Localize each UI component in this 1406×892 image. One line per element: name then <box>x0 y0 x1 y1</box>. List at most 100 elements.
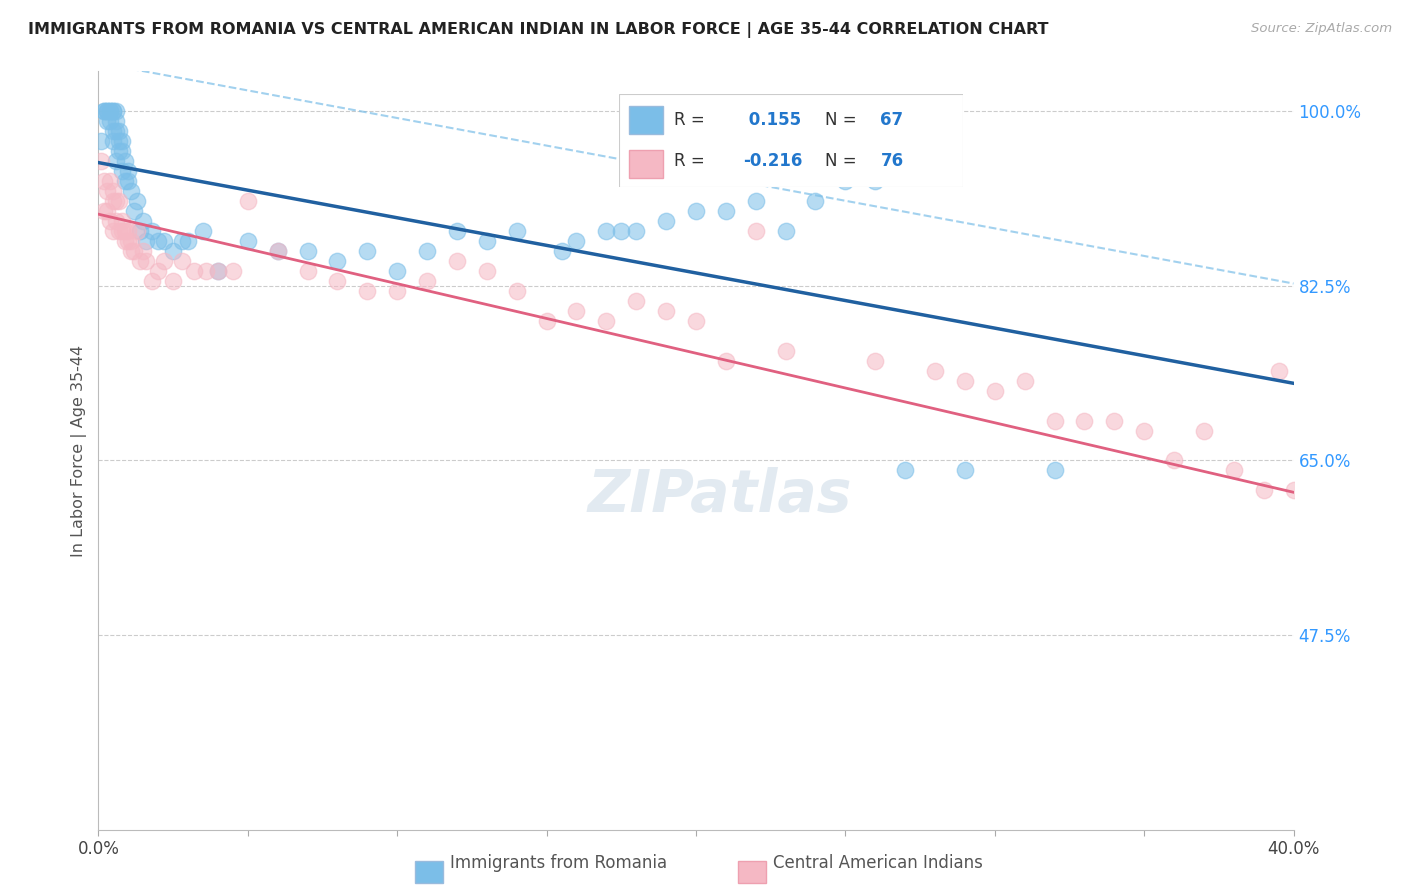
Point <box>90 154 112 169</box>
Point <box>714 353 737 368</box>
Point <box>1014 374 1036 388</box>
Point <box>105 154 128 169</box>
Point <box>236 234 259 248</box>
Point <box>834 174 856 188</box>
Point <box>267 244 290 258</box>
Point <box>222 264 245 278</box>
Point <box>297 244 319 258</box>
Point <box>356 244 378 258</box>
Point <box>924 364 946 378</box>
Point <box>135 254 157 268</box>
Point <box>120 184 142 198</box>
Point <box>111 224 134 238</box>
Point <box>117 164 139 178</box>
Y-axis label: In Labor Force | Age 35-44: In Labor Force | Age 35-44 <box>72 344 87 557</box>
Point <box>132 214 155 228</box>
Point <box>111 214 134 228</box>
Point <box>550 244 572 258</box>
Point <box>1267 364 1289 378</box>
Point <box>685 204 707 219</box>
Text: Central American Indians: Central American Indians <box>773 855 983 872</box>
Point <box>117 234 139 248</box>
Point <box>135 234 157 248</box>
Text: R =: R = <box>673 153 704 170</box>
Point <box>103 104 125 119</box>
Point <box>536 314 558 328</box>
Point <box>108 194 131 208</box>
Text: N =: N = <box>825 111 856 128</box>
Point <box>117 174 139 188</box>
Text: Immigrants from Romania: Immigrants from Romania <box>450 855 666 872</box>
Point <box>108 144 131 158</box>
Point <box>953 374 976 388</box>
Point <box>98 214 122 228</box>
Point <box>236 194 259 208</box>
Point <box>98 104 122 119</box>
Point <box>446 254 468 268</box>
Point <box>108 124 131 138</box>
Point <box>191 224 214 238</box>
Point <box>162 274 184 288</box>
Point <box>177 234 200 248</box>
Point <box>565 303 588 318</box>
Point <box>103 104 125 119</box>
Point <box>356 284 378 298</box>
Point <box>714 204 737 219</box>
Point <box>595 224 617 238</box>
Point <box>446 224 468 238</box>
Point <box>775 224 797 238</box>
Point <box>103 134 125 148</box>
Point <box>120 234 142 248</box>
Point <box>103 194 125 208</box>
Point <box>1043 463 1066 477</box>
Text: 67: 67 <box>880 111 904 128</box>
Point <box>416 274 439 288</box>
Point <box>804 194 827 208</box>
Text: N =: N = <box>825 153 856 170</box>
Point <box>1104 413 1126 427</box>
Point <box>98 104 122 119</box>
Point <box>93 174 115 188</box>
Point <box>207 264 229 278</box>
Point <box>1073 413 1095 427</box>
Point <box>475 234 498 248</box>
Point <box>1163 453 1185 467</box>
Point <box>93 104 115 119</box>
Point <box>416 244 439 258</box>
Point <box>655 214 678 228</box>
Point <box>103 224 125 238</box>
FancyBboxPatch shape <box>619 94 963 187</box>
Point <box>108 224 131 238</box>
Text: Source: ZipAtlas.com: Source: ZipAtlas.com <box>1251 22 1392 36</box>
Point <box>172 234 194 248</box>
Text: IMMIGRANTS FROM ROMANIA VS CENTRAL AMERICAN INDIAN IN LABOR FORCE | AGE 35-44 CO: IMMIGRANTS FROM ROMANIA VS CENTRAL AMERI… <box>28 22 1049 38</box>
Text: ZIPatlas: ZIPatlas <box>588 467 852 524</box>
Point <box>984 384 1007 398</box>
Point <box>132 244 155 258</box>
Point <box>111 134 134 148</box>
Point <box>183 264 205 278</box>
Point <box>127 194 149 208</box>
Point <box>105 214 128 228</box>
Point <box>475 264 498 278</box>
Point <box>114 174 136 188</box>
Point <box>685 314 707 328</box>
Point <box>114 154 136 169</box>
Point <box>745 194 768 208</box>
Point <box>207 264 229 278</box>
Point <box>326 274 349 288</box>
Point <box>865 353 887 368</box>
Point <box>506 284 529 298</box>
Point <box>108 134 131 148</box>
Point <box>506 224 529 238</box>
Point <box>103 124 125 138</box>
Point <box>775 343 797 358</box>
Point <box>105 114 128 128</box>
Point <box>1043 413 1066 427</box>
Point <box>96 114 118 128</box>
Point <box>1402 663 1406 677</box>
Point <box>1372 663 1395 677</box>
Point <box>105 194 128 208</box>
Point <box>148 264 170 278</box>
Point <box>105 124 128 138</box>
